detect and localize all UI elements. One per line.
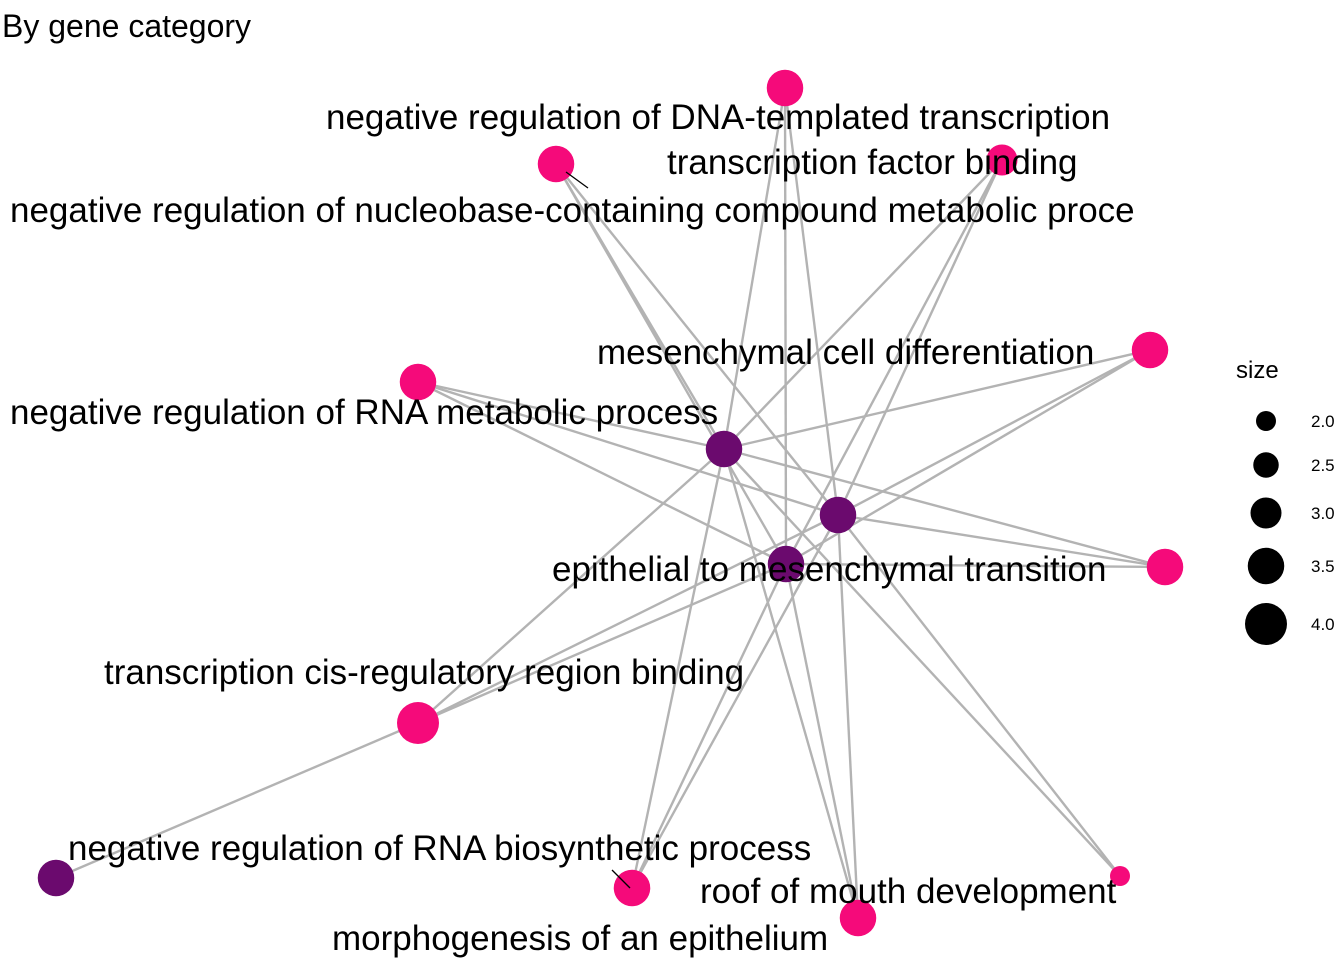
edge-g_cis-c_rnabio (55, 721, 419, 880)
node-label: transcription factor binding (667, 143, 1078, 182)
leader-line-layer (565, 171, 631, 889)
gene-node-g_morph2 (839, 899, 877, 937)
leader-line-1 (611, 869, 631, 889)
edge-g_mcd-c_rnamet (723, 348, 1151, 451)
size-legend: size 2.0 2.5 3.0 3.5 4.0 (1236, 357, 1335, 645)
gene-node-g_top (766, 69, 804, 107)
node-label: morphogenesis of an epithelium (332, 919, 828, 958)
category-node-c_emt (767, 545, 805, 583)
node-label: transcription cis-regulatory region bind… (104, 653, 744, 692)
gene-node-g_nrdna (537, 145, 575, 183)
legend-size-marker (1245, 603, 1287, 645)
edge-g_emt-c_emt (785, 562, 1166, 569)
gene-node-g_morph (613, 869, 651, 907)
node-label: negative regulation of RNA metabolic pro… (10, 393, 718, 432)
legend-size-label: 2.5 (1311, 456, 1335, 475)
edge-g_cis-c_emt (417, 562, 787, 725)
edge-g_rnamet-c_mcd (417, 380, 839, 517)
category-node-c_mcd (819, 496, 857, 534)
node-label: negative regulation of RNA biosynthetic … (68, 829, 811, 868)
edge-g_mcd-c_mcd (837, 348, 1151, 517)
edge-g_top-c_rnamet (722, 87, 787, 450)
gene-node-g_mcd (1131, 331, 1169, 369)
gene-node-g_rnamet (399, 363, 437, 401)
edge-g_tfb-c_mcd (836, 159, 1004, 516)
gene-node-g_roof (1110, 866, 1130, 886)
edge-g_morph-c_emt (630, 563, 788, 889)
legend-size-marker (1256, 411, 1276, 431)
edge-g_morph2-c_mcd (836, 514, 860, 919)
gene-node-g_tfb (986, 144, 1018, 176)
edge-g_roof-c_rnamet (723, 448, 1121, 877)
edge-g_morph-c_mcd (630, 514, 840, 889)
label-layer: negative regulation of DNA-templated tra… (10, 98, 1135, 958)
legend-size-marker (1247, 547, 1285, 585)
edge-g_morph2-c_rnamet (722, 448, 860, 919)
gene-node-g_emt (1146, 548, 1184, 586)
edge-g_nrdna-c_emt (554, 163, 788, 565)
edge-g_rnamet-c_emt (417, 380, 787, 566)
gene-node-g_cis (397, 702, 439, 744)
edge-g_top-c_emt (783, 87, 788, 565)
edge-g_nrdna-c_mcd (555, 163, 839, 516)
legend-size-marker (1250, 497, 1282, 529)
leader-line-0 (565, 171, 589, 189)
legend-size-label: 3.5 (1311, 557, 1335, 576)
node-label: mesenchymal cell differentiation (597, 333, 1094, 372)
edge-g_emt-c_rnamet (723, 447, 1166, 569)
edge-g_emt-c_mcd (837, 513, 1166, 569)
edge-g_cis-c_rnamet (417, 448, 725, 724)
plot-title: By gene category (2, 8, 252, 44)
edge-layer (55, 87, 1166, 919)
legend-size-label: 3.0 (1311, 504, 1335, 523)
category-node-c_rnabio (37, 859, 75, 897)
node-label: epithelial to mesenchymal transition (552, 550, 1106, 589)
edge-g_cis-c_mcd (417, 513, 839, 725)
edge-g_rnamet-c_rnamet (417, 380, 725, 451)
node-label: roof of mouth development (700, 872, 1117, 911)
edge-g_tfb-c_emt (784, 159, 1004, 565)
edge-g_morph2-c_emt (784, 563, 860, 919)
edge-g_roof-c_mcd (837, 514, 1121, 877)
legend-size-marker (1253, 452, 1279, 478)
node-label: negative regulation of nucleobase-contai… (10, 191, 1135, 230)
edge-g_tfb-c_rnamet (723, 159, 1003, 450)
node-layer (37, 69, 1184, 937)
category-node-c_rnamet (705, 430, 743, 468)
edge-g_morph-c_rnamet (630, 448, 726, 889)
node-label: negative regulation of DNA-templated tra… (326, 98, 1110, 137)
edge-g_top-c_mcd (783, 87, 840, 516)
legend-title: size (1236, 357, 1279, 384)
legend-size-label: 2.0 (1311, 412, 1335, 431)
legend-size-label: 4.0 (1311, 615, 1335, 634)
